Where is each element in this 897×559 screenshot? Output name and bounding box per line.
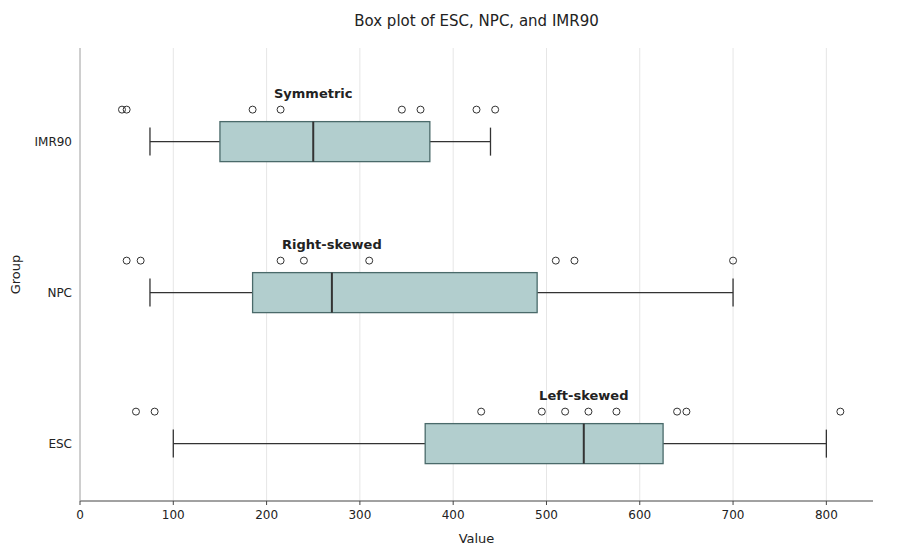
whisker-cap-low <box>149 279 150 307</box>
x-tick <box>173 501 174 505</box>
y-axis-line <box>80 48 81 501</box>
annotation: Left-skewed <box>539 388 628 403</box>
whisker-cap-high <box>826 430 827 458</box>
grid-line <box>826 48 827 501</box>
y-tick-label: ESC <box>48 437 72 451</box>
outlier <box>300 257 307 264</box>
box-group <box>132 408 843 464</box>
x-tick-label: 500 <box>535 508 558 522</box>
y-axis-label: Group <box>8 255 23 295</box>
outlier <box>417 106 424 113</box>
whisker-high <box>430 141 491 142</box>
outlier <box>277 106 284 113</box>
title: Box plot of ESC, NPC, and IMR90 <box>354 12 599 30</box>
x-tick <box>546 501 547 505</box>
box-group <box>118 106 498 161</box>
annotation: Symmetric <box>274 86 353 101</box>
y-tick-label: IMR90 <box>35 135 73 149</box>
whisker-low <box>150 141 220 142</box>
outlier <box>613 408 620 415</box>
outlier <box>123 257 130 264</box>
whisker-cap-high <box>732 279 733 307</box>
x-tick <box>826 501 827 505</box>
outlier <box>492 106 499 113</box>
whisker-cap-low <box>173 430 174 458</box>
outlier <box>123 106 130 113</box>
outlier <box>249 106 256 113</box>
box <box>253 273 538 313</box>
outlier <box>562 408 569 415</box>
x-tick-label: 800 <box>815 508 838 522</box>
x-tick <box>733 501 734 505</box>
x-tick-label: 0 <box>76 508 84 522</box>
median <box>312 122 314 162</box>
grid-line <box>173 48 174 501</box>
whisker-cap-high <box>490 128 491 156</box>
x-tick-label: 200 <box>255 508 278 522</box>
outlier <box>837 408 844 415</box>
whisker-cap-low <box>149 128 150 156</box>
grid-line <box>80 48 81 501</box>
outlier <box>398 106 405 113</box>
chart-svg: 0 100 200 300 400 500 600 700 800 IMR90 NPC ESC Symm… <box>0 0 897 559</box>
whisker-high <box>663 443 826 444</box>
outlier <box>538 408 545 415</box>
outlier <box>730 257 737 264</box>
outlier <box>683 408 690 415</box>
outlier <box>478 408 485 415</box>
outlier <box>277 257 284 264</box>
whisker-low <box>173 443 425 444</box>
x-tick-label: 100 <box>162 508 185 522</box>
chart-container: 0 100 200 300 400 500 600 700 800 IMR90 NPC ESC Symm… <box>0 0 897 559</box>
median <box>583 424 585 464</box>
x-axis-line <box>80 501 873 502</box>
grid-line <box>733 48 734 501</box>
outlier <box>571 257 578 264</box>
outlier <box>585 408 592 415</box>
x-tick <box>266 501 267 505</box>
outlier <box>473 106 480 113</box>
outlier <box>137 257 144 264</box>
x-tick <box>639 501 640 505</box>
box <box>425 424 663 464</box>
x-tick <box>359 501 360 505</box>
outlier <box>674 408 681 415</box>
whisker-low <box>150 292 253 293</box>
x-tick <box>80 501 81 505</box>
x-tick-label: 400 <box>442 508 465 522</box>
x-tick <box>453 501 454 505</box>
x-tick-label: 600 <box>628 508 651 522</box>
x-tick-label: 700 <box>722 508 745 522</box>
whisker-high <box>537 292 733 293</box>
outlier <box>552 257 559 264</box>
outlier <box>366 257 373 264</box>
box-group <box>123 257 736 313</box>
box <box>220 122 430 162</box>
outlier <box>151 408 158 415</box>
x-tick-label: 300 <box>348 508 371 522</box>
grid <box>80 48 826 501</box>
median <box>331 273 333 313</box>
outlier <box>132 408 139 415</box>
x-axis-label: Value <box>459 531 495 546</box>
y-tick-label: NPC <box>47 286 72 300</box>
boxes <box>118 106 843 464</box>
annotation: Right-skewed <box>282 237 382 252</box>
